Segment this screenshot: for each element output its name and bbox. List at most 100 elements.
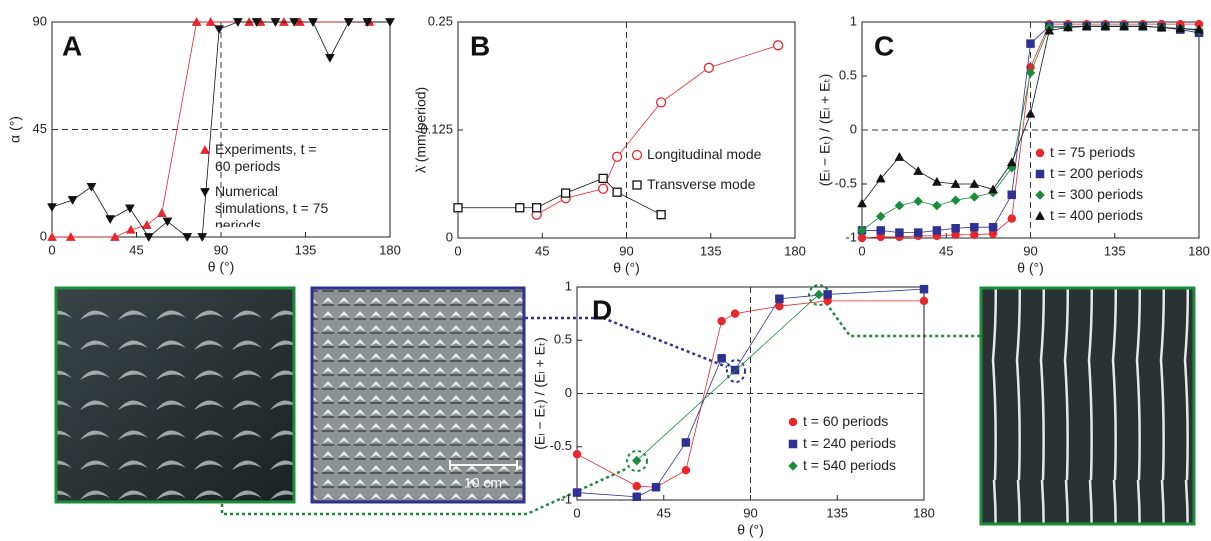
marker — [1194, 24, 1204, 34]
y-tick-label: 0 — [446, 229, 453, 244]
y-axis-label: λ̇ (mm/period) — [413, 87, 429, 173]
marker — [214, 25, 225, 35]
marker — [773, 40, 784, 51]
marker — [681, 465, 691, 475]
marker — [950, 178, 961, 188]
y-tick-label: -1 — [560, 491, 572, 506]
legend-label: t = 75 periods — [1050, 144, 1136, 160]
marker — [385, 18, 395, 28]
marker — [270, 18, 281, 28]
x-tick-label: 45 — [129, 242, 143, 257]
x-tick-label: 0 — [48, 242, 55, 257]
legend-marker — [788, 417, 798, 427]
y-tick-label: 45 — [33, 121, 47, 136]
marker — [324, 53, 335, 63]
marker — [651, 482, 661, 492]
marker — [730, 365, 740, 375]
marker — [950, 195, 961, 206]
y-tick-label: -0.5 — [835, 175, 857, 190]
legend-marker — [631, 149, 643, 161]
y-tick-label: -1 — [845, 229, 857, 244]
marker — [823, 290, 832, 299]
legend-marker — [1035, 148, 1045, 158]
marker — [1025, 67, 1036, 78]
marker — [611, 151, 623, 162]
y-tick-label: 0 — [565, 385, 572, 400]
photo-right — [979, 286, 1196, 526]
marker — [1025, 108, 1036, 118]
marker — [125, 224, 136, 234]
y-tick-label: 0 — [850, 121, 857, 136]
y-tick-label: 0.5 — [554, 332, 572, 347]
marker — [453, 203, 463, 213]
y-tick-label: 1 — [565, 278, 572, 293]
legend-label: t = 540 periods — [803, 457, 897, 473]
legend-marker — [1035, 210, 1045, 220]
marker — [717, 354, 726, 363]
marker — [951, 224, 960, 233]
marker — [561, 188, 571, 198]
legend-marker — [200, 188, 210, 198]
marker — [932, 200, 942, 211]
marker — [681, 438, 691, 447]
marker — [857, 198, 867, 208]
marker — [632, 492, 642, 502]
x-axis-label: θ (°) — [613, 260, 640, 276]
legend-entry: Numerical simulations, t = 75 periods — [215, 183, 329, 227]
panel-label: A — [62, 30, 82, 61]
marker — [1100, 21, 1111, 31]
marker — [913, 166, 924, 175]
marker — [631, 455, 642, 466]
legend-marker — [788, 461, 798, 471]
x-tick-label: 0 — [454, 243, 461, 258]
marker — [597, 183, 609, 194]
legend-entry: t = 200 periods — [1050, 165, 1144, 181]
marker — [875, 211, 886, 222]
legend-entry: Longitudinal mode — [647, 146, 761, 162]
y-tick-label: 0 — [40, 228, 47, 243]
y-axis-label: α (°) — [7, 116, 23, 143]
marker — [251, 18, 262, 28]
x-tick-label: 90 — [214, 242, 228, 257]
marker — [857, 225, 867, 236]
x-tick-label: 0 — [858, 243, 865, 258]
marker — [775, 294, 784, 303]
marker — [598, 173, 608, 184]
x-tick-label: 135 — [700, 243, 722, 258]
legend-entry: t = 400 periods — [1050, 207, 1143, 223]
legend-entry: t = 75 periods — [1050, 144, 1136, 160]
marker — [875, 173, 886, 183]
series-line — [458, 177, 662, 216]
y-tick-label: 1 — [850, 13, 857, 28]
legend-marker — [1035, 190, 1045, 200]
legend-marker — [200, 144, 210, 154]
marker — [988, 184, 998, 194]
marker — [362, 18, 373, 28]
marker — [67, 196, 78, 205]
marker — [197, 233, 208, 243]
x-tick-label: 135 — [826, 505, 848, 520]
x-tick-label: 135 — [1104, 243, 1126, 258]
y-tick-label: -0.5 — [550, 438, 572, 453]
marker — [969, 178, 980, 188]
marker — [289, 18, 300, 28]
y-tick-label: 0.125 — [420, 121, 453, 136]
marker — [232, 18, 243, 28]
marker — [717, 316, 726, 326]
marker — [895, 228, 904, 237]
legend-label: t = 300 periods — [1050, 186, 1144, 202]
legend-label: Numerical simulations, t = 75 periods — [215, 183, 329, 227]
marker — [205, 16, 216, 26]
marker — [970, 230, 979, 240]
marker — [1007, 190, 1017, 200]
marker — [913, 196, 924, 207]
x-axis-label: θ (°) — [208, 259, 235, 275]
legend-label: Experiments, t = 60 periods — [215, 141, 317, 174]
series-line — [636, 294, 820, 461]
legend-label: t = 200 periods — [1050, 165, 1144, 181]
marker — [970, 222, 979, 232]
marker — [655, 97, 667, 108]
x-tick-label: 90 — [743, 505, 757, 520]
x-tick-label: 45 — [939, 243, 953, 258]
marker — [531, 203, 542, 213]
